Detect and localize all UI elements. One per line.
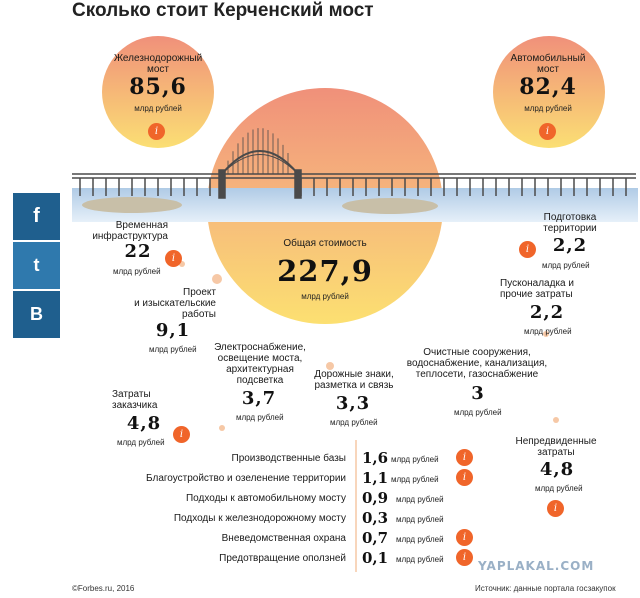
list-item-unit: млрд рублей — [391, 475, 439, 484]
island-right — [342, 198, 438, 214]
power-label: Электроснабжение, освещение моста, архит… — [214, 342, 306, 386]
list-item-info-icon[interactable]: i — [456, 549, 473, 566]
list-item-unit: млрд рублей — [396, 515, 444, 524]
rail-bridge-circle — [102, 36, 214, 148]
commissioning-unit: млрд рублей — [524, 327, 572, 336]
unforeseen-value: 4,8 — [539, 459, 575, 480]
utilities-unit: млрд рублей — [454, 408, 502, 417]
territory-unit: млрд рублей — [542, 261, 590, 270]
twitter-icon: t — [33, 255, 40, 275]
footer-source: Источник: данные портала госзакупок — [475, 584, 616, 593]
list-item-unit: млрд рублей — [396, 495, 444, 504]
road-bridge-value: 82,4 — [519, 74, 577, 100]
utilities-label: Очистные сооружения, водоснабжение, кана… — [406, 347, 548, 380]
list-item-value: 1,6 — [362, 449, 389, 467]
road-bridge-circle — [493, 36, 605, 148]
temp-infra-info-icon[interactable]: i — [165, 250, 182, 267]
list-item-name: Благоустройство и озеленение территории — [146, 473, 346, 484]
design-label: Проект и изыскательские работы — [134, 287, 216, 320]
facebook-share-button[interactable]: f — [13, 193, 60, 240]
design-value: 9,1 — [155, 320, 191, 341]
list-item-name: Вневедомственная охрана — [221, 533, 346, 544]
customer-label: Затраты заказчика — [112, 389, 158, 411]
footer-credit: ©Forbes.ru, 2016 — [72, 584, 135, 593]
signs-value: 3,3 — [335, 393, 371, 414]
list-item-name: Предотвращение оползней — [219, 553, 346, 564]
facebook-icon: f — [33, 205, 40, 227]
total-value: 227,9 — [277, 254, 373, 288]
list-item-value: 1,1 — [362, 469, 389, 487]
customer-value: 4,8 — [126, 413, 162, 434]
commissioning-value: 2,2 — [529, 302, 565, 323]
list-item-value: 0,7 — [362, 529, 389, 547]
temp-infra-label: Временная инфраструктура — [92, 220, 168, 242]
bridge-arch — [221, 150, 299, 175]
list-item-info-icon[interactable]: i — [456, 469, 473, 486]
utilities-value: 3 — [471, 383, 485, 404]
page-title: Сколько стоит Керченский мост — [72, 0, 374, 21]
list-item-info-icon[interactable]: i — [456, 449, 473, 466]
list-item-unit: млрд рублей — [396, 555, 444, 564]
list-item-name: Производственные базы — [231, 453, 347, 464]
road-bridge-unit: млрд рублей — [524, 104, 572, 113]
list-item-value: 0,3 — [362, 509, 389, 527]
rail-bridge-info-icon[interactable]: i — [148, 123, 165, 140]
vkontakte-share-button[interactable]: В — [13, 291, 60, 338]
island-left — [82, 197, 182, 213]
rail-bridge-value: 85,6 — [129, 74, 187, 100]
rail-bridge-unit: млрд рублей — [134, 104, 182, 113]
signs-unit: млрд рублей — [330, 418, 378, 427]
total-unit: млрд рублей — [301, 292, 349, 301]
customer-unit: млрд рублей — [117, 438, 165, 447]
total-label: Общая стоимость — [283, 238, 367, 249]
list-item-info-icon[interactable]: i — [456, 529, 473, 546]
twitter-share-button[interactable]: t — [13, 242, 60, 289]
list-item-value: 0,1 — [362, 549, 389, 567]
design-unit: млрд рублей — [149, 345, 197, 354]
temp-infra-value: 22 — [124, 241, 152, 262]
unforeseen-label: Непредвиденные затраты — [515, 436, 597, 458]
territory-label: Подготовка территории — [543, 212, 597, 234]
territory-info-icon[interactable]: i — [519, 241, 536, 258]
watermark: YAPLAKAL.COM — [478, 559, 595, 573]
unforeseen-info-icon[interactable]: i — [547, 500, 564, 517]
list-item-unit: млрд рублей — [391, 455, 439, 464]
list-item-name: Подходы к железнодорожному мосту — [173, 513, 346, 524]
commissioning-label: Пусконаладка и прочие затраты — [500, 278, 574, 300]
road-bridge-label: Автомобильный мост — [510, 53, 586, 75]
customer-info-icon[interactable]: i — [173, 426, 190, 443]
list-item-name: Подходы к автомобильному мосту — [185, 493, 346, 504]
power-unit: млрд рублей — [236, 413, 284, 422]
vkontakte-icon: В — [30, 304, 43, 324]
unforeseen-unit: млрд рублей — [535, 484, 583, 493]
list-item-value: 0,9 — [362, 489, 389, 507]
rail-bridge-label: Железнодорожный мост — [113, 53, 203, 75]
list-item-unit: млрд рублей — [396, 535, 444, 544]
road-bridge-info-icon[interactable]: i — [539, 123, 556, 140]
power-value: 3,7 — [241, 388, 277, 409]
territory-value: 2,2 — [552, 235, 588, 256]
signs-label: Дорожные знаки, разметка и связь — [314, 369, 394, 391]
temp-infra-unit: млрд рублей — [113, 267, 161, 276]
